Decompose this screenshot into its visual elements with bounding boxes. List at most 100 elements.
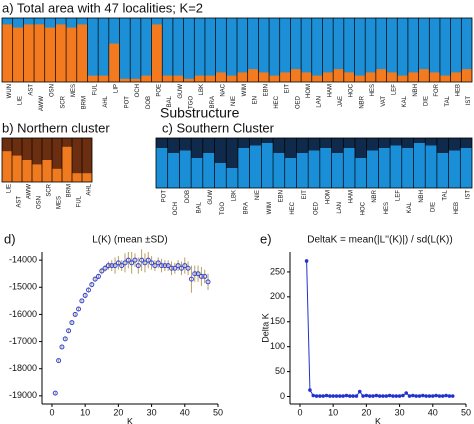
population-label: NIE (231, 96, 237, 106)
admixture-bar (34, 24, 45, 82)
admixture-bar (52, 168, 62, 182)
admixture-bar (32, 164, 42, 182)
admixture-bar (269, 75, 280, 82)
admixture-bar (343, 148, 355, 188)
x-tick-label: 20 (361, 407, 371, 417)
admixture-bar (82, 173, 92, 182)
population-label: HOM (306, 84, 312, 98)
admixture-bar (308, 150, 320, 188)
point (331, 394, 335, 398)
admixture-bar (55, 24, 67, 82)
point (129, 260, 135, 266)
point (407, 394, 412, 398)
point (169, 265, 175, 271)
point (344, 393, 349, 398)
admixture-bar (401, 148, 414, 188)
population-label: TGO (189, 96, 195, 109)
population-label: DOB (146, 96, 152, 109)
population-label: POT (161, 190, 167, 203)
point (205, 279, 211, 285)
point (195, 271, 201, 277)
population-label: AHL (103, 95, 109, 107)
admixture-bar (331, 153, 344, 188)
population-label: EIT (285, 84, 291, 94)
admixture-bar (290, 69, 302, 82)
population-label: KAL (407, 201, 413, 213)
admixture-bar (425, 145, 437, 188)
x-tick-label: 40 (428, 407, 438, 417)
population-label: LIE (7, 184, 13, 193)
population-label: NAC (221, 83, 227, 96)
point (374, 393, 379, 398)
point (159, 263, 165, 269)
point (135, 263, 141, 269)
population-label: LEF (391, 84, 397, 95)
admixture-bar (76, 24, 88, 82)
admixture-bar (214, 163, 227, 188)
admixture-bar (284, 158, 297, 188)
admixture-bar (375, 69, 387, 82)
population-label: FUL (92, 83, 98, 95)
population-label: BRA (243, 202, 249, 214)
population-label: GUW (178, 84, 184, 99)
admixture-bar (261, 143, 274, 188)
population-label: OSN (37, 196, 43, 209)
x-tick-label: 0 (297, 407, 302, 417)
point (56, 358, 62, 364)
point (59, 344, 65, 350)
admixture-bar (322, 72, 334, 82)
population-label: HOM (325, 190, 331, 204)
admixture-bar (194, 75, 205, 82)
panel-title: L(K) (mean ±SD) (92, 235, 168, 246)
x-tick-label: 10 (328, 407, 338, 417)
population-label: NBH (419, 190, 425, 203)
admixture-bar (130, 78, 141, 82)
point (424, 394, 428, 398)
admixture-bar (418, 69, 430, 82)
x-axis-label: K (375, 416, 381, 424)
population-label: IST (466, 190, 472, 200)
admixture-bar (156, 148, 168, 188)
point (119, 263, 125, 269)
point (347, 394, 352, 398)
point (357, 389, 362, 394)
population-label: HEC (274, 95, 280, 108)
population-label: FOR (434, 83, 440, 96)
population-label: WUN (7, 84, 13, 98)
point (202, 273, 208, 279)
population-label: TAL (442, 189, 448, 200)
point (444, 393, 448, 398)
population-label: DOB (185, 190, 191, 203)
admixture-bar (366, 150, 379, 188)
x-tick-label: 0 (49, 407, 54, 417)
admixture-bar (378, 148, 391, 188)
point (76, 306, 82, 312)
population-label: LIP (114, 84, 120, 93)
point (79, 298, 85, 304)
population-label: NBR (372, 189, 378, 202)
point (318, 394, 322, 398)
point (139, 257, 145, 263)
point (377, 394, 382, 398)
population-label: AST (17, 196, 23, 208)
population-label: TGO (220, 202, 226, 215)
point (391, 394, 395, 398)
population-label: HOC (349, 83, 355, 97)
point (142, 260, 148, 266)
population-label: VAT (381, 96, 387, 107)
admixture-bar (273, 153, 285, 188)
admixture-bar (191, 158, 203, 188)
population-label: GUW (208, 190, 214, 205)
point (89, 282, 95, 288)
admixture-bar (397, 75, 408, 82)
population-label: AWW (39, 96, 45, 111)
point (397, 394, 402, 398)
point (394, 394, 399, 398)
population-label: HAM (349, 190, 355, 203)
admixture-bar (258, 72, 270, 82)
x-tick-label: 40 (180, 407, 190, 417)
population-label: HOC (360, 201, 366, 215)
point (72, 311, 78, 317)
point (401, 393, 405, 398)
point (334, 394, 339, 398)
